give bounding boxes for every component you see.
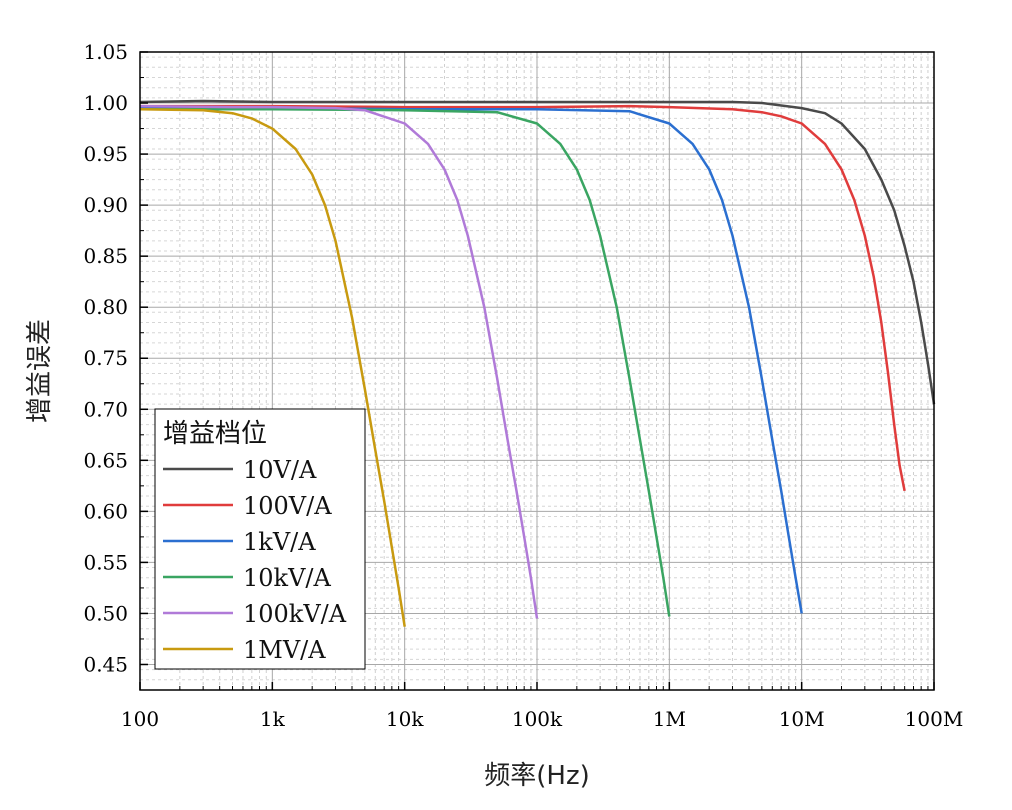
series-line: [139, 104, 539, 619]
legend-label: 10kV/A: [243, 564, 332, 592]
y-tick-label: 0.90: [83, 193, 128, 217]
series-line: [140, 104, 906, 492]
legend: 增益档位 10V/A 100V/A 1kV/A 10kV/A 100kV/A 1MV/A: [154, 408, 366, 670]
series-lines: [139, 99, 936, 627]
x-tick-label: 100k: [512, 707, 563, 731]
grid: [139, 51, 935, 691]
series-line: [140, 106, 803, 614]
series-line: [139, 107, 406, 627]
y-tick-label: 0.95: [83, 142, 128, 166]
legend-label: 100kV/A: [243, 600, 347, 628]
legend-label: 10V/A: [243, 456, 317, 484]
x-tick-label: 1k: [260, 707, 286, 731]
legend-label: 1kV/A: [243, 528, 316, 556]
y-tick-label: 0.60: [83, 499, 128, 523]
y-tick-label: 0.80: [83, 295, 128, 319]
x-tick-label: 100M: [905, 707, 964, 731]
y-tick-label: 0.55: [83, 550, 128, 574]
legend-items: 10V/A 100V/A 1kV/A 10kV/A 100kV/A 1MV/A: [163, 456, 347, 664]
x-tick-label: 10M: [779, 707, 825, 731]
y-tick-label: 1.00: [83, 91, 128, 115]
y-tick-label: 1.05: [83, 40, 128, 64]
legend-label: 1MV/A: [243, 636, 326, 664]
y-tick-label: 0.75: [83, 346, 128, 370]
y-tick-label: 0.50: [83, 601, 128, 625]
x-axis-title: 频率(Hz): [484, 761, 590, 791]
x-tick-label: 1M: [653, 707, 686, 731]
axis-ticks: 100 1k 10k 100k 1M 10M 100M 0.45 0.50 0.55 0.60 0.6…: [83, 40, 963, 731]
legend-title: 增益档位: [163, 419, 267, 449]
y-tick-label: 0.65: [83, 448, 128, 472]
y-tick-label: 0.85: [83, 244, 128, 268]
x-tick-label: 100: [121, 707, 159, 731]
legend-label: 100V/A: [243, 492, 332, 520]
legend-box: [154, 408, 366, 670]
y-axis-title: 增益误差: [25, 319, 55, 423]
y-tick-label: 0.45: [83, 652, 128, 676]
series-line: [140, 107, 671, 617]
x-tick-label: 10k: [386, 707, 424, 731]
y-tick-label: 0.70: [83, 397, 128, 421]
series-line: [139, 99, 936, 405]
